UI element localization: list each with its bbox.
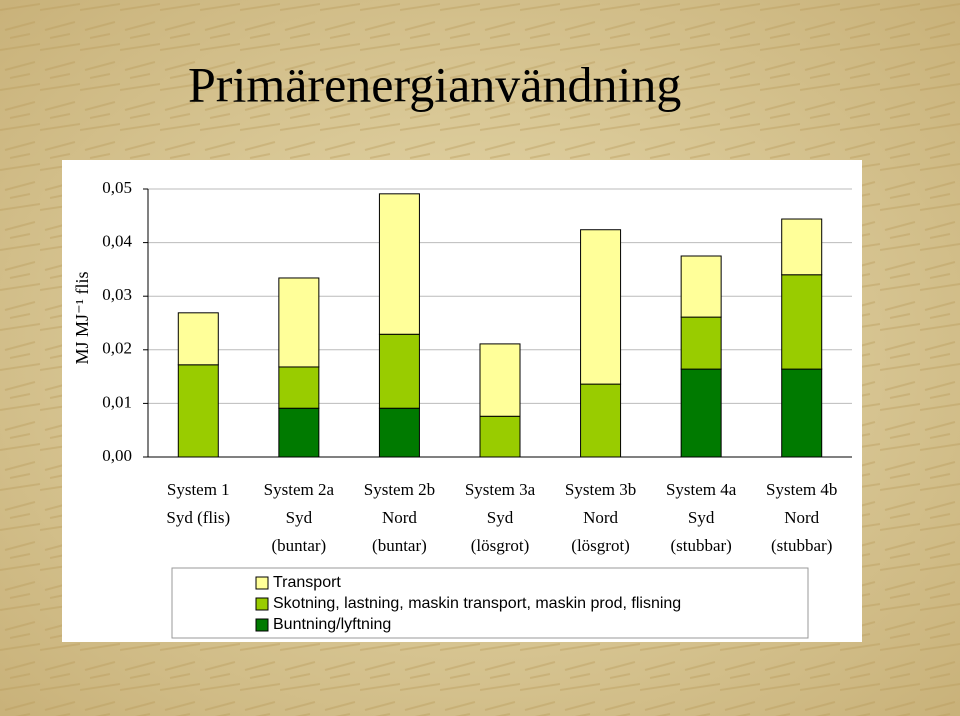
bar-segment (177, 312, 219, 366)
bar-segment (479, 343, 521, 417)
x-tick-label: (lösgrot) (471, 536, 530, 555)
x-tick-label: System 3b (565, 480, 636, 499)
bar-segment (278, 277, 320, 368)
x-tick-label: Syd (286, 508, 313, 527)
y-tick-label: 0,02 (102, 339, 132, 358)
y-tick-label: 0,00 (102, 446, 132, 465)
y-tick-label: 0,05 (102, 178, 132, 197)
bar-segment (781, 274, 823, 370)
y-tick-label: 0,04 (102, 232, 132, 251)
x-tick-label: Nord (382, 508, 417, 527)
chart-title: Primärenergianvändning (188, 56, 681, 112)
x-tick-label: (stubbar) (670, 536, 731, 555)
x-tick-label: (buntar) (271, 536, 326, 555)
legend-swatch (255, 597, 269, 611)
bar-segment (177, 364, 219, 458)
legend-label: Buntning/lyftning (273, 616, 391, 633)
y-tick-label: 0,03 (102, 285, 132, 304)
legend-label: Transport (273, 574, 341, 591)
x-tick-label: System 4b (766, 480, 837, 499)
bar-segment (378, 193, 420, 335)
x-tick-label: System 4a (666, 480, 737, 499)
legend-swatch (255, 618, 269, 632)
y-axis-label: MJ MJ⁻¹ flis (72, 272, 92, 365)
bar-segment (580, 383, 622, 458)
bar-segment (781, 218, 823, 276)
bar-segment (278, 366, 320, 409)
bar-segment (479, 415, 521, 458)
bar-segment (680, 255, 722, 318)
legend-swatch (255, 576, 269, 590)
bar-segment (680, 316, 722, 370)
x-tick-label: (stubbar) (771, 536, 832, 555)
x-tick-label: Nord (784, 508, 819, 527)
bar-segment (378, 407, 420, 458)
x-tick-label: System 2b (364, 480, 435, 499)
bar-segment (781, 368, 823, 458)
x-tick-label: System 2a (264, 480, 335, 499)
legend-box (171, 567, 809, 639)
bar-segment (378, 333, 420, 409)
x-tick-label: Syd (flis) (166, 508, 230, 527)
x-tick-label: System 3a (465, 480, 536, 499)
y-tick-label: 0,01 (102, 392, 132, 411)
x-tick-label: Syd (688, 508, 715, 527)
x-tick-label: (lösgrot) (571, 536, 630, 555)
bar-segment (278, 407, 320, 458)
legend-label: Skotning, lastning, maskin transport, ma… (273, 595, 681, 612)
x-tick-label: Nord (583, 508, 618, 527)
bar-segment (580, 229, 622, 385)
x-tick-label: System 1 (167, 480, 230, 499)
x-tick-label: Syd (487, 508, 514, 527)
bar-segment (680, 368, 722, 458)
x-tick-label: (buntar) (372, 536, 427, 555)
